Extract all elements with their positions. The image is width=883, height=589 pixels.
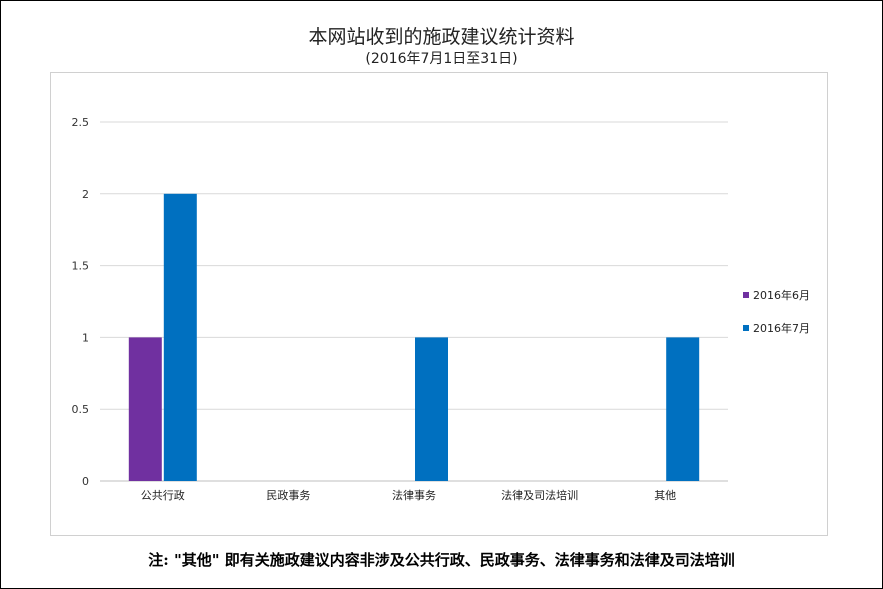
x-tick-label: 民政事务: [266, 488, 310, 502]
y-tick-label: 0: [82, 475, 89, 488]
x-tick-label: 法律事务: [392, 488, 436, 502]
chart-subtitle: (2016年7月1日至31日): [365, 51, 518, 67]
bar: [163, 193, 197, 482]
legend-swatch: [743, 325, 749, 331]
chart-area: [50, 72, 828, 536]
chart-title: 本网站收到的施政建议统计资料: [308, 26, 575, 48]
y-tick-label: 2.5: [72, 116, 90, 129]
y-tick-label: 1: [82, 331, 89, 344]
y-tick-label: 1.5: [72, 260, 90, 273]
legend-swatch: [743, 292, 749, 298]
footnote: 注: "其他" 即有关施政建议内容非涉及公共行政、民政事务、法律事务和法律及司法…: [148, 551, 735, 569]
bar: [415, 337, 448, 481]
x-tick-label: 其他: [654, 489, 676, 502]
bar: [666, 337, 700, 481]
legend-label: 2016年7月: [753, 321, 810, 335]
bar: [128, 337, 162, 481]
y-tick-label: 0.5: [72, 403, 90, 416]
legend-label: 2016年6月: [753, 288, 810, 302]
y-tick-label: 2: [82, 188, 89, 201]
x-tick-label: 法律及司法培训: [501, 488, 578, 502]
x-tick-label: 公共行政: [141, 488, 185, 502]
